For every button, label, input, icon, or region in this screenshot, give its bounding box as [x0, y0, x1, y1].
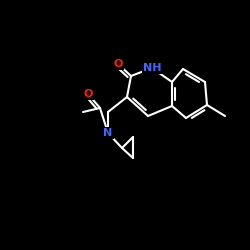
Text: O: O [83, 89, 93, 99]
Text: N: N [104, 128, 112, 138]
Text: NH: NH [143, 63, 161, 73]
Text: O: O [113, 59, 123, 69]
